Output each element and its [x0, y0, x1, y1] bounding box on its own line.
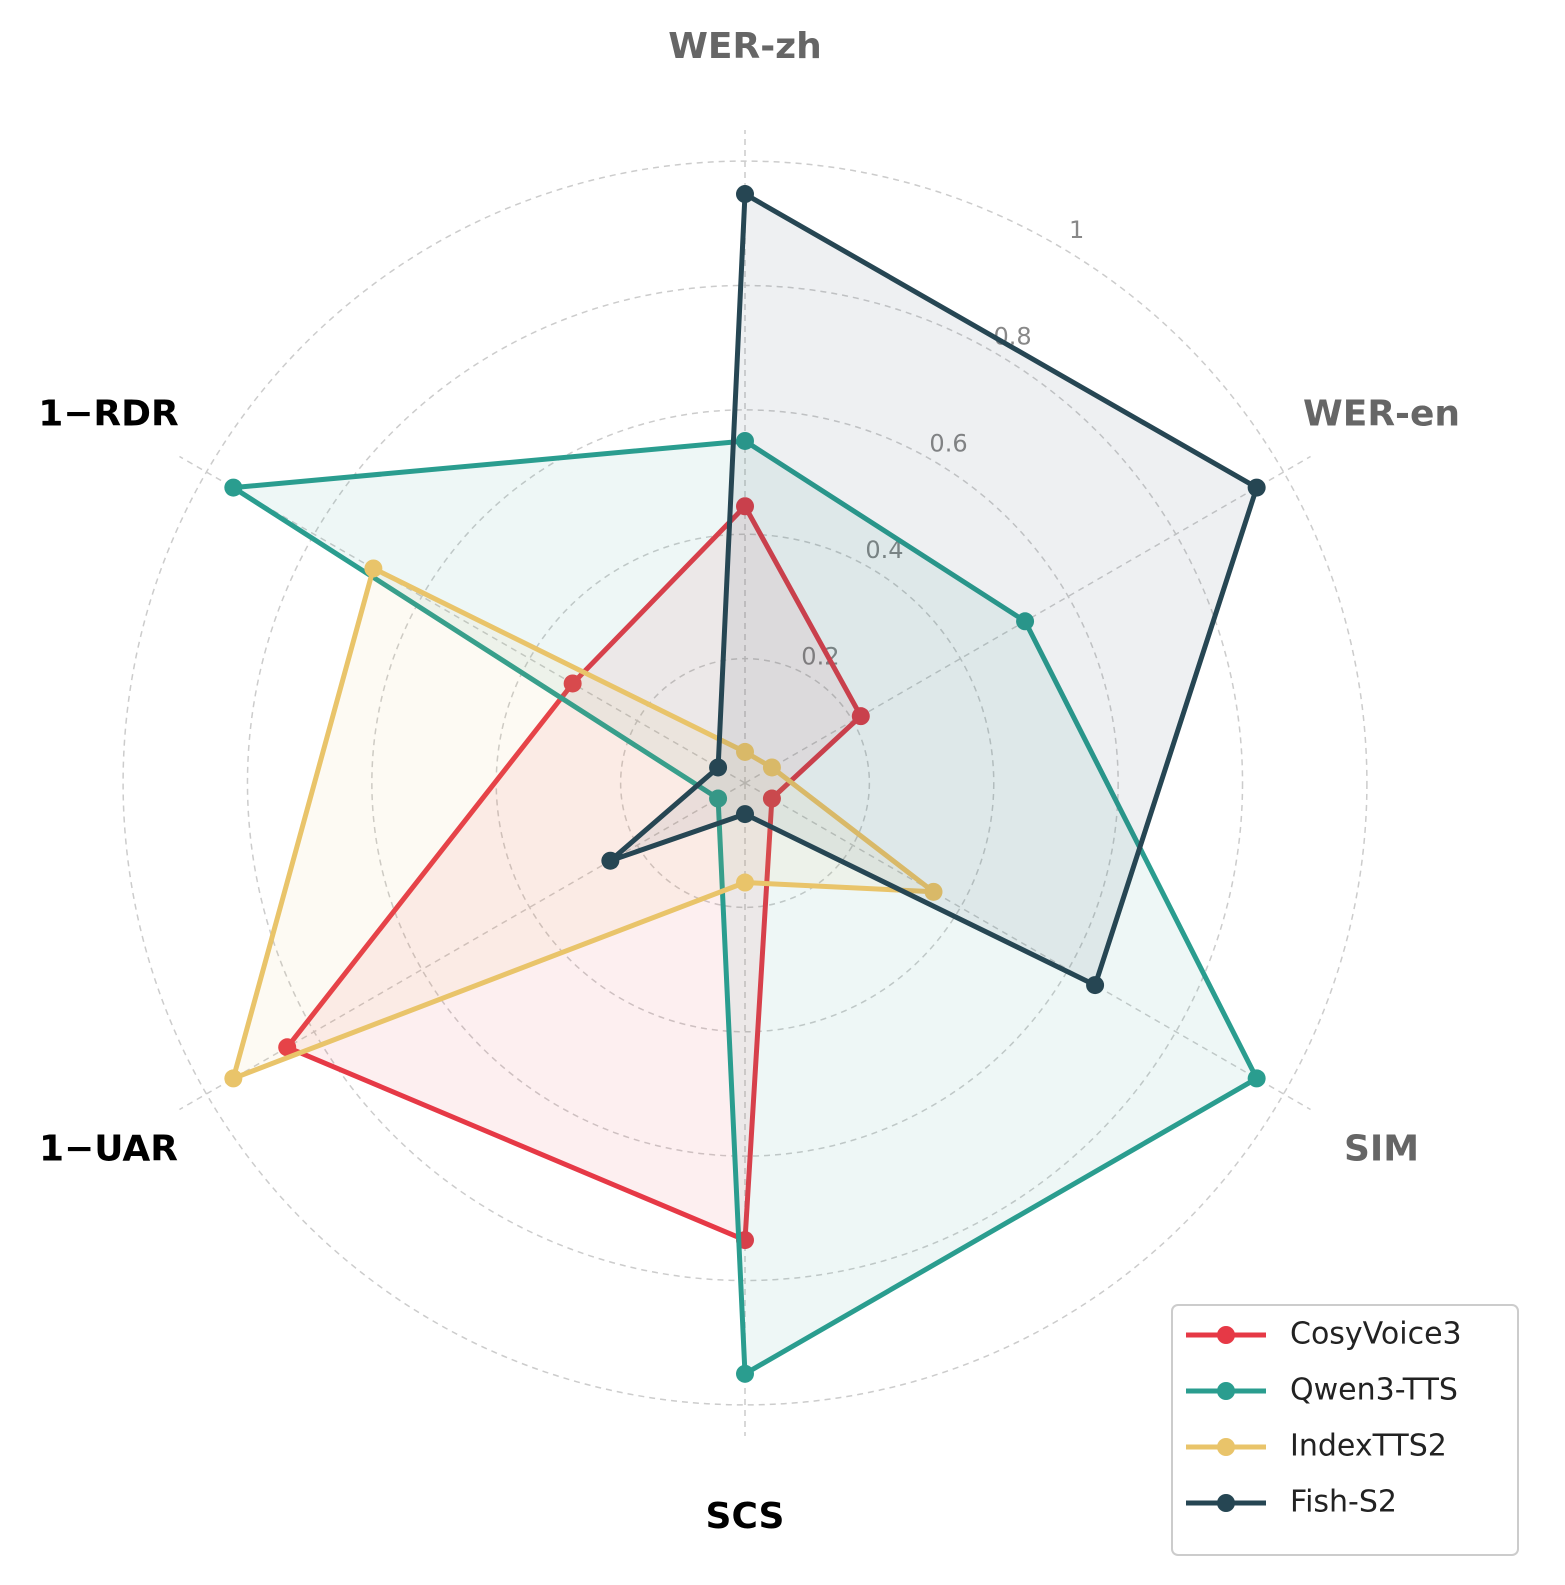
series-point	[762, 758, 781, 777]
series-point	[924, 882, 943, 901]
legend-label: IndexTTS2	[1290, 1429, 1447, 1464]
spoke	[744, 782, 1311, 1111]
series-point	[709, 758, 728, 777]
series-point	[736, 1364, 754, 1383]
series-point	[563, 674, 582, 693]
series-point	[736, 805, 754, 824]
series-point	[1247, 478, 1266, 497]
series-point	[224, 478, 243, 497]
legend-marker	[1217, 1438, 1235, 1456]
legend-box	[1171, 1304, 1519, 1556]
series-point	[601, 851, 620, 870]
legend-marker	[1217, 1326, 1235, 1344]
series-point	[709, 789, 728, 808]
series-point	[736, 497, 754, 516]
series	[601, 185, 1266, 995]
series-area	[233, 441, 1257, 1374]
series-point	[851, 707, 870, 726]
series-area	[233, 568, 934, 1079]
spoke	[744, 455, 1311, 784]
series-area	[610, 194, 1257, 986]
series-area	[287, 506, 861, 1241]
legend-marker	[1217, 1382, 1235, 1400]
series-point	[736, 873, 754, 892]
series-point	[364, 559, 383, 578]
grid-circle	[371, 409, 1119, 1157]
series-point	[1247, 1069, 1266, 1088]
series-point	[762, 789, 781, 808]
series	[224, 559, 943, 1088]
legend-label: Fish-S2	[1290, 1485, 1397, 1520]
axis-label: SCS	[706, 1496, 785, 1537]
r-tick-label: 0.6	[929, 429, 967, 457]
series-point	[1016, 612, 1035, 631]
r-tick-label: 1	[1069, 216, 1084, 244]
axis-label: SIM	[1344, 1129, 1419, 1170]
series-point	[224, 1069, 243, 1088]
series-point	[736, 185, 754, 204]
legend-label: Qwen3-TTS	[1290, 1373, 1458, 1408]
series-point	[1086, 976, 1105, 995]
series-point	[278, 1038, 297, 1057]
legend-label: CosyVoice3	[1290, 1317, 1462, 1352]
axis-label: 1−UAR	[39, 1129, 178, 1170]
spoke	[179, 782, 746, 1111]
axis-label: WER-zh	[668, 26, 822, 67]
axis-label: 1−RDR	[38, 394, 179, 435]
series-point	[736, 431, 754, 450]
series-point	[736, 742, 754, 761]
axis-label: WER-en	[1303, 394, 1460, 435]
series	[224, 431, 1266, 1383]
legend-marker	[1217, 1494, 1235, 1512]
series	[278, 497, 870, 1250]
